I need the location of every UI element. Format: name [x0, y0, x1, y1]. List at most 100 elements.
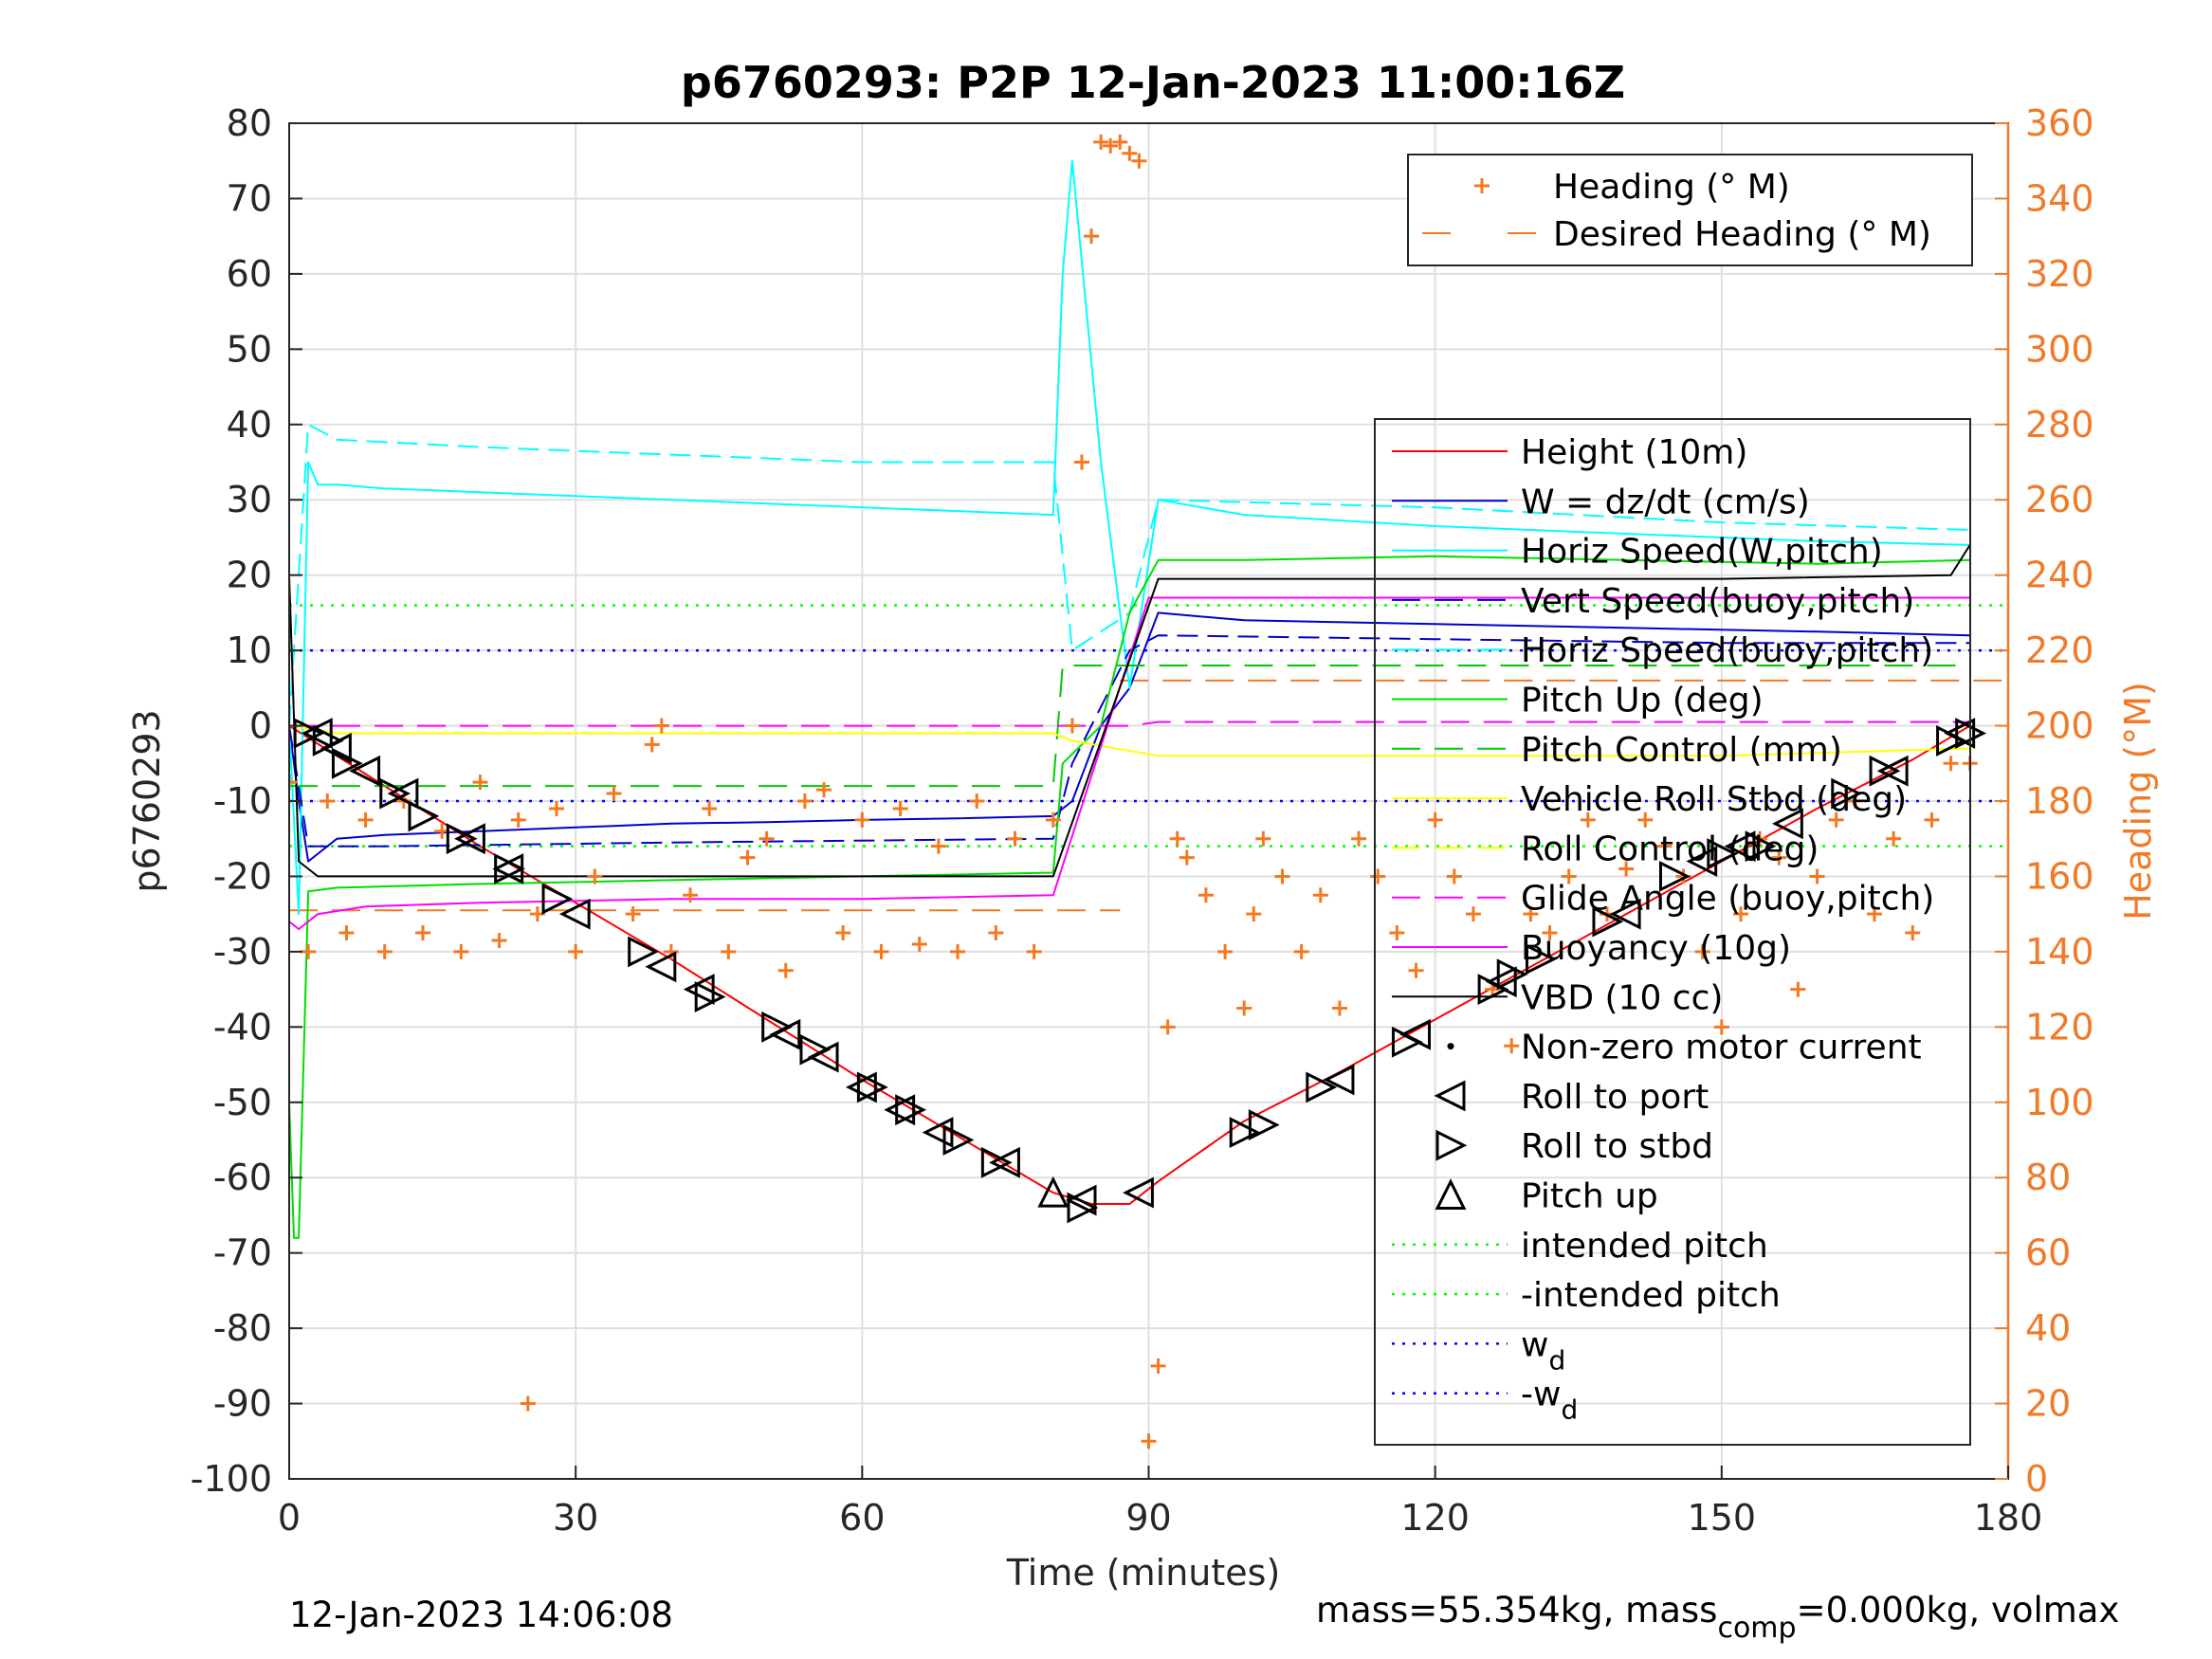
heading-point-24 — [702, 800, 718, 816]
legend-main: Height (10m) W = dz/dt (cm/s) Horiz Speed(… — [1374, 418, 1971, 1446]
roll-to-stbd-marker-15 — [980, 1146, 1013, 1178]
heading-point-42 — [1045, 811, 1061, 828]
heading-point-18 — [606, 786, 622, 802]
roll-to-stbd-marker-10 — [761, 1011, 794, 1043]
y2-tick-label-13: 260 — [2025, 479, 2094, 520]
roll-to-stbd-marker-11 — [799, 1033, 832, 1066]
heading-point-47 — [1103, 137, 1119, 154]
heading-point-96 — [1943, 756, 1959, 772]
legend-main-label-11: VBD (10 cc) — [1521, 978, 1723, 1017]
heading-point-95 — [1924, 811, 1940, 828]
heading-point-4 — [357, 811, 374, 828]
roll-to-stbd-marker-6 — [494, 853, 526, 884]
y2-tick-label-14: 280 — [2025, 404, 2094, 446]
heading-point-80 — [1637, 811, 1654, 828]
y-tick-label-8: -20 — [213, 855, 272, 897]
legend-heading-symbol-0 — [1474, 178, 1490, 193]
legend-main-label-14: Roll to stbd — [1521, 1127, 1713, 1166]
legend-main-sub-18: d — [1548, 1344, 1565, 1376]
chart-title: p6760293: P2P 12-Jan-2023 11:00:16Z — [681, 57, 1625, 108]
y-tick-label-17: 70 — [227, 177, 272, 219]
roll-to-port-marker-17 — [1323, 1064, 1355, 1096]
roll-to-stbd-marker-2 — [331, 747, 363, 779]
heading-point-7 — [415, 925, 431, 941]
roll-to-stbd-marker-19 — [1306, 1071, 1338, 1103]
footer-mass-post: =0.000kg, volmax — [1797, 1590, 2120, 1631]
x-tick-label-5: 150 — [1688, 1497, 1757, 1539]
heading-point-1 — [301, 943, 317, 959]
x-tick-label-1: 30 — [553, 1497, 598, 1539]
y2-tick-label-15: 300 — [2025, 328, 2094, 370]
roll-to-port-marker-13 — [922, 1117, 954, 1148]
y2-tick-label-0: 0 — [2025, 1458, 2048, 1500]
y2-tick-label-18: 360 — [2025, 102, 2094, 144]
heading-point-27 — [759, 830, 775, 847]
roll-to-stbd-marker-18 — [1248, 1109, 1280, 1141]
heading-point-93 — [1886, 830, 1902, 847]
roll-to-stbd-marker-14 — [942, 1124, 975, 1156]
legend-main-label-16: intended pitch — [1521, 1227, 1768, 1266]
heading-point-32 — [854, 811, 870, 828]
x-axis-label: Time (minutes) — [1006, 1552, 1281, 1594]
heading-point-59 — [1246, 906, 1262, 922]
heading-point-39 — [988, 925, 1004, 941]
legend-main-label-0: Height (10m) — [1521, 433, 1747, 472]
roll-to-stbd-marker-26 — [1707, 838, 1739, 870]
roll-to-stbd-marker-7 — [541, 883, 574, 915]
y2-tick-label-7: 140 — [2025, 931, 2094, 973]
heading-point-35 — [911, 936, 927, 952]
series-vbd-10-cc — [289, 544, 1971, 878]
heading-point-85 — [1732, 906, 1748, 922]
heading-point-46 — [1093, 134, 1109, 150]
roll-to-port-marker-14 — [989, 1146, 1020, 1178]
heading-point-37 — [950, 943, 966, 959]
y2-tick-label-5: 100 — [2025, 1082, 2094, 1123]
legend-main-label-10: Buoyancy (10g) — [1521, 929, 1791, 968]
legend-main-symbol-12 — [1447, 1043, 1454, 1050]
heading-point-31 — [835, 925, 851, 941]
legend-main-symbol-13 — [1434, 1080, 1466, 1112]
y-tick-label-3: -70 — [213, 1232, 272, 1274]
heading-point-76 — [1561, 868, 1577, 884]
y2-tick-label-8: 160 — [2025, 855, 2094, 897]
y2-tick-label-4: 80 — [2025, 1157, 2071, 1198]
marker-layer — [293, 718, 1987, 1224]
heading-point-11 — [491, 932, 507, 948]
y-axis-label: p6760293 — [126, 709, 168, 892]
reference-lines — [289, 604, 2008, 912]
series-pitch-up-deg — [289, 555, 1970, 1239]
roll-to-stbd-marker-5 — [446, 823, 478, 855]
heading-point-23 — [683, 887, 699, 903]
y-tick-label-13: 30 — [227, 479, 272, 520]
y2-tick-label-9: 180 — [2025, 780, 2094, 822]
legend-main-label-17: -intended pitch — [1521, 1276, 1781, 1315]
heading-point-90 — [1828, 811, 1844, 828]
roll-to-stbd-marker-0 — [293, 718, 325, 749]
y2-tick-label-10: 200 — [2025, 705, 2094, 747]
roll-to-port-marker-6 — [558, 898, 591, 930]
y2-tick-label-1: 20 — [2025, 1383, 2071, 1425]
series-vert-speed-buoy-pitch — [289, 634, 1970, 848]
heading-point-65 — [1351, 830, 1367, 847]
roll-to-stbd-marker-22 — [1496, 958, 1528, 991]
y-tick-label-4: -60 — [213, 1157, 272, 1198]
heading-point-3 — [338, 925, 355, 941]
roll-to-stbd-marker-3 — [379, 777, 411, 810]
tick-labels: 0 30 60 90 120 150 180-100-90-80-70-60-50-40-3… — [191, 102, 2094, 1539]
x-tick-label-3: 90 — [1125, 1497, 1171, 1539]
legend-main-sub-19: d — [1561, 1395, 1578, 1426]
roll-to-stbd-marker-27 — [1745, 830, 1777, 863]
heading-point-71 — [1465, 906, 1481, 922]
roll-to-port-marker-15 — [1065, 1184, 1097, 1216]
roll-to-stbd-marker-29 — [1869, 755, 1901, 787]
roll-to-port-marker-22 — [1724, 830, 1756, 863]
roll-to-port-marker-21 — [1686, 846, 1718, 877]
heading-point-40 — [1007, 830, 1023, 847]
axes — [288, 122, 2010, 1480]
heading-point-10 — [472, 775, 488, 791]
roll-to-stbd-marker-4 — [408, 800, 440, 832]
footer-mass-info: mass=55.354kg, masscomp=0.000kg, volmax — [1316, 1590, 2119, 1645]
y2-tick-label-12: 240 — [2025, 555, 2094, 596]
